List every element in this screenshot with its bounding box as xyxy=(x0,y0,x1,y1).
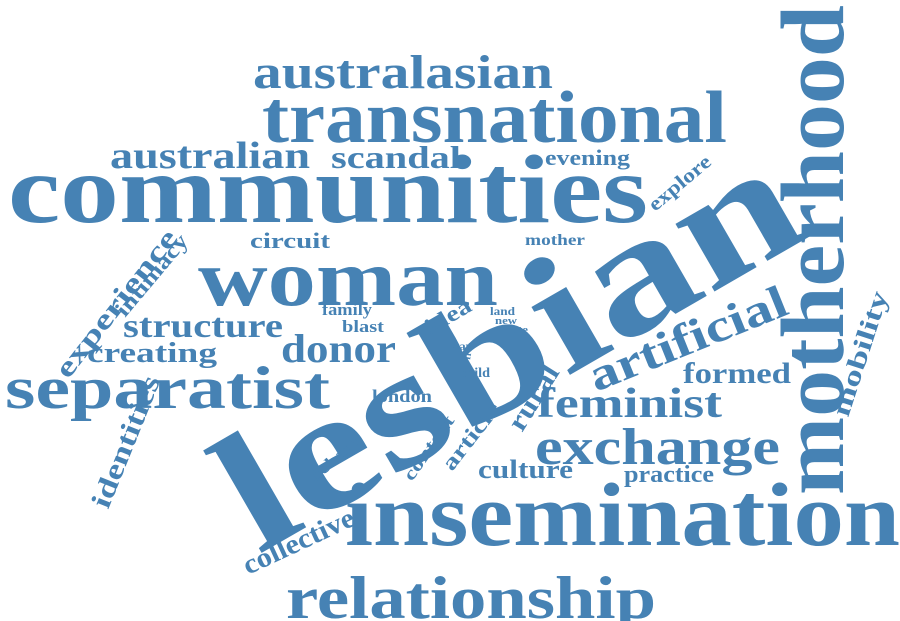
word-structure: structure xyxy=(123,308,283,345)
word-relationship: relationship xyxy=(286,565,656,621)
word-separatist: separatist xyxy=(5,355,330,421)
word-way: way xyxy=(450,339,472,353)
word-donor: donor xyxy=(281,326,396,371)
word-feminist: feminist xyxy=(537,381,722,427)
word-scandal: scandal xyxy=(331,139,461,175)
word-australian: australian xyxy=(110,135,310,177)
word-evening: evening xyxy=(545,145,630,170)
word-australasian: australasian xyxy=(253,46,553,99)
word-late: late xyxy=(508,325,529,336)
word-communities: communities xyxy=(8,136,648,244)
word-child: child xyxy=(460,366,490,381)
word-new: new xyxy=(495,315,517,327)
word-london: london xyxy=(372,386,432,406)
word-free: free xyxy=(462,342,475,360)
word-formed: formed xyxy=(683,357,791,390)
word-exchange: exchange xyxy=(535,419,780,476)
word-mother: mother xyxy=(525,232,585,249)
word-land: land xyxy=(490,304,515,318)
word-insemination: insemination xyxy=(345,466,900,565)
word-transnational: transnational xyxy=(262,77,727,159)
word-practice: practice xyxy=(624,462,714,488)
word-blast: blast xyxy=(342,317,384,336)
word-family: family xyxy=(322,300,373,319)
word-woman: woman xyxy=(198,235,498,323)
word-motherhood: motherhood xyxy=(764,5,863,495)
word-circuit: circuit xyxy=(250,228,331,253)
word-culture: culture xyxy=(478,455,573,484)
word-creating: creating xyxy=(87,338,217,369)
